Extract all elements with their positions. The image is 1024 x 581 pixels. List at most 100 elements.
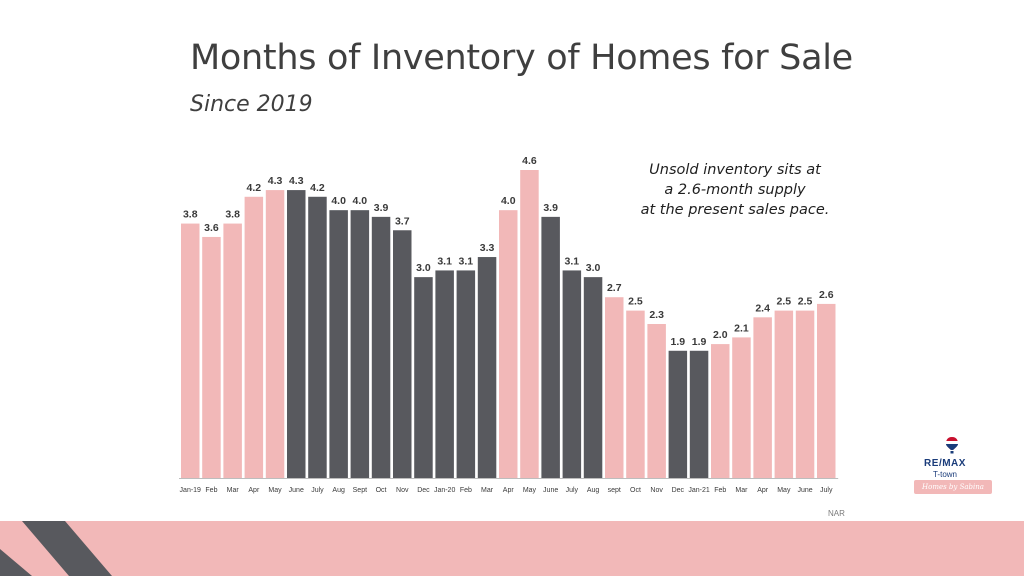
x-tick-label: sept <box>608 487 621 494</box>
data-label: 3.1 <box>437 255 452 267</box>
logo-brand: RE/MAX <box>924 458 966 469</box>
bar <box>308 196 327 479</box>
page-title: Months of Inventory of Homes for Sale <box>190 38 853 78</box>
data-label: 4.3 <box>289 175 304 187</box>
data-label: 4.2 <box>247 182 262 194</box>
x-tick-label: Apr <box>248 487 260 494</box>
x-tick-label: Feb <box>714 487 726 494</box>
bar <box>562 270 582 478</box>
x-tick-label: Nov <box>396 487 409 494</box>
data-label: 2.5 <box>777 296 792 308</box>
x-tick-label: May <box>268 487 282 494</box>
x-tick-label: Aug <box>332 487 345 494</box>
x-tick-label: Apr <box>503 487 515 494</box>
x-tick-label: Feb <box>205 487 217 494</box>
bar <box>393 230 412 478</box>
data-label: 2.5 <box>628 296 643 308</box>
x-tick-label: Oct <box>376 487 387 494</box>
bar <box>350 210 370 478</box>
data-label: 3.6 <box>204 222 219 234</box>
data-label: 4.0 <box>501 195 516 207</box>
data-label: 2.5 <box>798 296 813 308</box>
x-tick-label: Jan-20 <box>434 487 456 494</box>
data-label: 4.2 <box>310 182 325 194</box>
source-label: NAR <box>828 509 845 518</box>
bar <box>541 216 560 478</box>
data-label: 3.9 <box>374 202 389 214</box>
x-tick-label: Mar <box>735 487 748 494</box>
footer-band <box>0 521 1024 576</box>
bar <box>795 310 815 478</box>
hot-air-balloon-icon <box>946 437 958 454</box>
bar <box>689 350 709 478</box>
bar <box>732 337 751 478</box>
x-tick-label: June <box>797 487 812 494</box>
x-tick-label: May <box>777 487 791 494</box>
x-tick-label: Apr <box>757 487 769 494</box>
x-tick-label: Mar <box>481 487 494 494</box>
bar <box>414 277 433 478</box>
logo-office: T-town <box>932 470 957 479</box>
data-label: 3.0 <box>586 262 601 274</box>
bar <box>605 297 624 478</box>
data-label: 1.9 <box>692 336 707 348</box>
x-tick-label: Feb <box>460 487 472 494</box>
data-label: 3.1 <box>565 255 580 267</box>
data-label: 4.0 <box>331 195 346 207</box>
x-tick-label: Jan-19 <box>180 487 202 494</box>
data-label: 1.9 <box>671 336 686 348</box>
bar <box>456 270 476 478</box>
brand-logo: RE/MAX T-town Homes by Sabina <box>914 436 996 500</box>
bar <box>181 223 200 478</box>
bar <box>668 350 688 478</box>
bar <box>265 190 285 478</box>
data-label: 3.9 <box>543 202 558 214</box>
annotation-line: a 2.6-month supply <box>664 182 806 198</box>
x-tick-label: Aug <box>587 487 600 494</box>
data-label: 2.4 <box>755 302 770 314</box>
x-tick-label: July <box>566 487 579 494</box>
bar <box>477 257 497 478</box>
data-label: 2.6 <box>819 289 834 301</box>
bar <box>774 310 794 478</box>
data-label: 2.1 <box>734 322 749 334</box>
chart-annotation: Unsold inventory sits at a 2.6-month sup… <box>600 160 870 220</box>
annotation-line: at the present sales pace. <box>640 202 830 218</box>
bar <box>583 277 603 478</box>
x-tick-label: Mar <box>227 487 240 494</box>
data-label: 3.3 <box>480 242 495 254</box>
data-label: 3.8 <box>183 209 198 221</box>
data-label: 4.6 <box>522 155 537 167</box>
bar <box>647 324 666 478</box>
logo-tagline: Homes by Sabina <box>914 480 992 494</box>
bar <box>626 310 645 478</box>
x-tick-label: Nov <box>650 487 663 494</box>
decorative-chevrons <box>0 521 112 576</box>
bar <box>329 210 348 478</box>
data-label: 3.7 <box>395 215 410 227</box>
page-subtitle: Since 2019 <box>190 92 313 117</box>
bar <box>520 170 539 478</box>
bar <box>435 270 454 478</box>
x-tick-label: Sept <box>353 487 367 494</box>
bar <box>753 317 772 478</box>
bar <box>244 196 264 479</box>
bar <box>371 216 391 478</box>
data-label: 2.0 <box>713 329 728 341</box>
bar <box>817 303 836 478</box>
data-label: 4.3 <box>268 175 283 187</box>
bar <box>223 223 242 478</box>
annotation-line: Unsold inventory sits at <box>649 162 821 178</box>
x-tick-label: Dec <box>672 487 685 494</box>
bar <box>202 236 221 478</box>
data-label: 2.7 <box>607 282 622 294</box>
bar <box>711 344 730 478</box>
data-label: 2.3 <box>649 309 664 321</box>
data-label: 3.0 <box>416 262 431 274</box>
bar <box>499 210 518 478</box>
x-tick-label: May <box>523 487 537 494</box>
x-tick-label: Oct <box>630 487 641 494</box>
data-label: 3.8 <box>225 209 240 221</box>
x-tick-label: June <box>289 487 304 494</box>
